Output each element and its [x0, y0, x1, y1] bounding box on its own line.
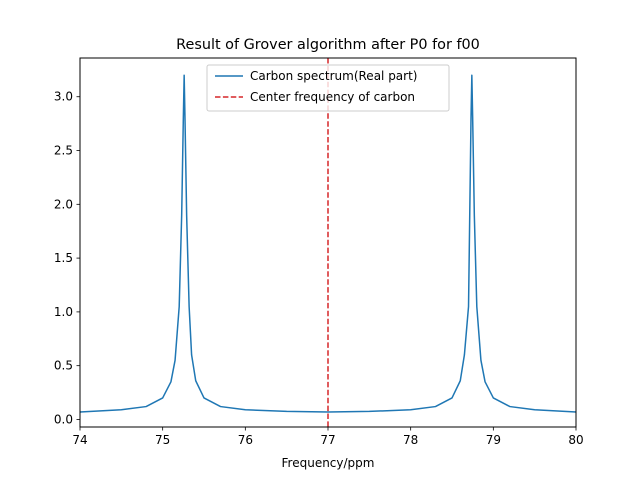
- x-tick-label: 79: [486, 433, 501, 447]
- x-tick-label: 80: [568, 433, 583, 447]
- legend-entry-label: Center frequency of carbon: [250, 90, 415, 104]
- y-tick-label: 0.5: [54, 359, 73, 373]
- x-axis-label: Frequency/ppm: [282, 456, 375, 470]
- x-tick-label: 76: [238, 433, 253, 447]
- y-tick-label: 2.5: [54, 144, 73, 158]
- x-tick-label: 74: [72, 433, 87, 447]
- x-axis: 74 75 76 77 78 79 80: [72, 427, 584, 447]
- y-tick-label: 0.0: [54, 412, 73, 426]
- y-tick-label: 2.0: [54, 197, 73, 211]
- x-tick-label: 75: [155, 433, 170, 447]
- y-axis: 0.0 0.5 1.0 1.5 2.0 2.5 3.0: [54, 90, 80, 426]
- legend-entry-label: Carbon spectrum(Real part): [250, 69, 417, 83]
- legend: Carbon spectrum(Real part) Center frequen…: [206, 64, 450, 112]
- plot-area: [80, 58, 576, 427]
- y-tick-label: 3.0: [54, 90, 73, 104]
- y-tick-label: 1.5: [54, 251, 73, 265]
- series-carbon-spectrum-line: [80, 74, 576, 413]
- legend-box: [206, 64, 450, 112]
- y-tick-label: 1.0: [54, 305, 73, 319]
- x-tick-label: 77: [320, 433, 335, 447]
- x-tick-label: 78: [403, 433, 418, 447]
- chart-title: Result of Grover algorithm after P0 for …: [176, 37, 480, 53]
